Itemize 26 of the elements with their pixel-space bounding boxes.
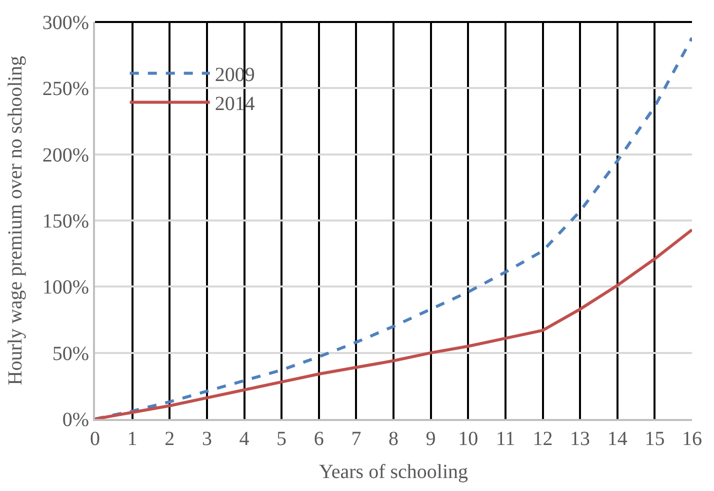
x-tick-label: 13 [570,428,590,450]
y-tick-label: 150% [42,210,89,232]
x-tick-label: 7 [351,428,362,450]
x-tick-label: 2 [164,428,175,450]
x-tick-label: 14 [607,428,628,450]
y-tick-label: 250% [42,78,89,100]
y-tick-label: 300% [42,12,89,34]
x-tick-label: 16 [682,428,702,450]
y-axis-title: Hourly wage premium over no schooling [4,56,26,386]
y-tick-label: 0% [62,409,89,431]
x-tick-label: 1 [127,428,138,450]
x-tick-label: 10 [458,428,478,450]
y-tick-label: 100% [42,276,89,299]
x-tick-label: 15 [644,428,665,450]
x-tick-label: 8 [388,428,398,450]
y-tick-label: 50% [52,342,89,365]
x-tick-label: 4 [239,428,250,450]
x-tick-label: 12 [532,428,553,450]
y-tick-label: 200% [42,144,89,166]
x-tick-label: 5 [276,428,287,450]
x-tick-label: 6 [314,428,324,450]
x-axis-title: Years of schooling [318,461,468,483]
x-tick-label: 3 [202,428,212,450]
x-tick-label: 0 [90,428,100,450]
x-tick-label: 11 [496,428,516,450]
x-tick-label: 9 [426,428,436,450]
